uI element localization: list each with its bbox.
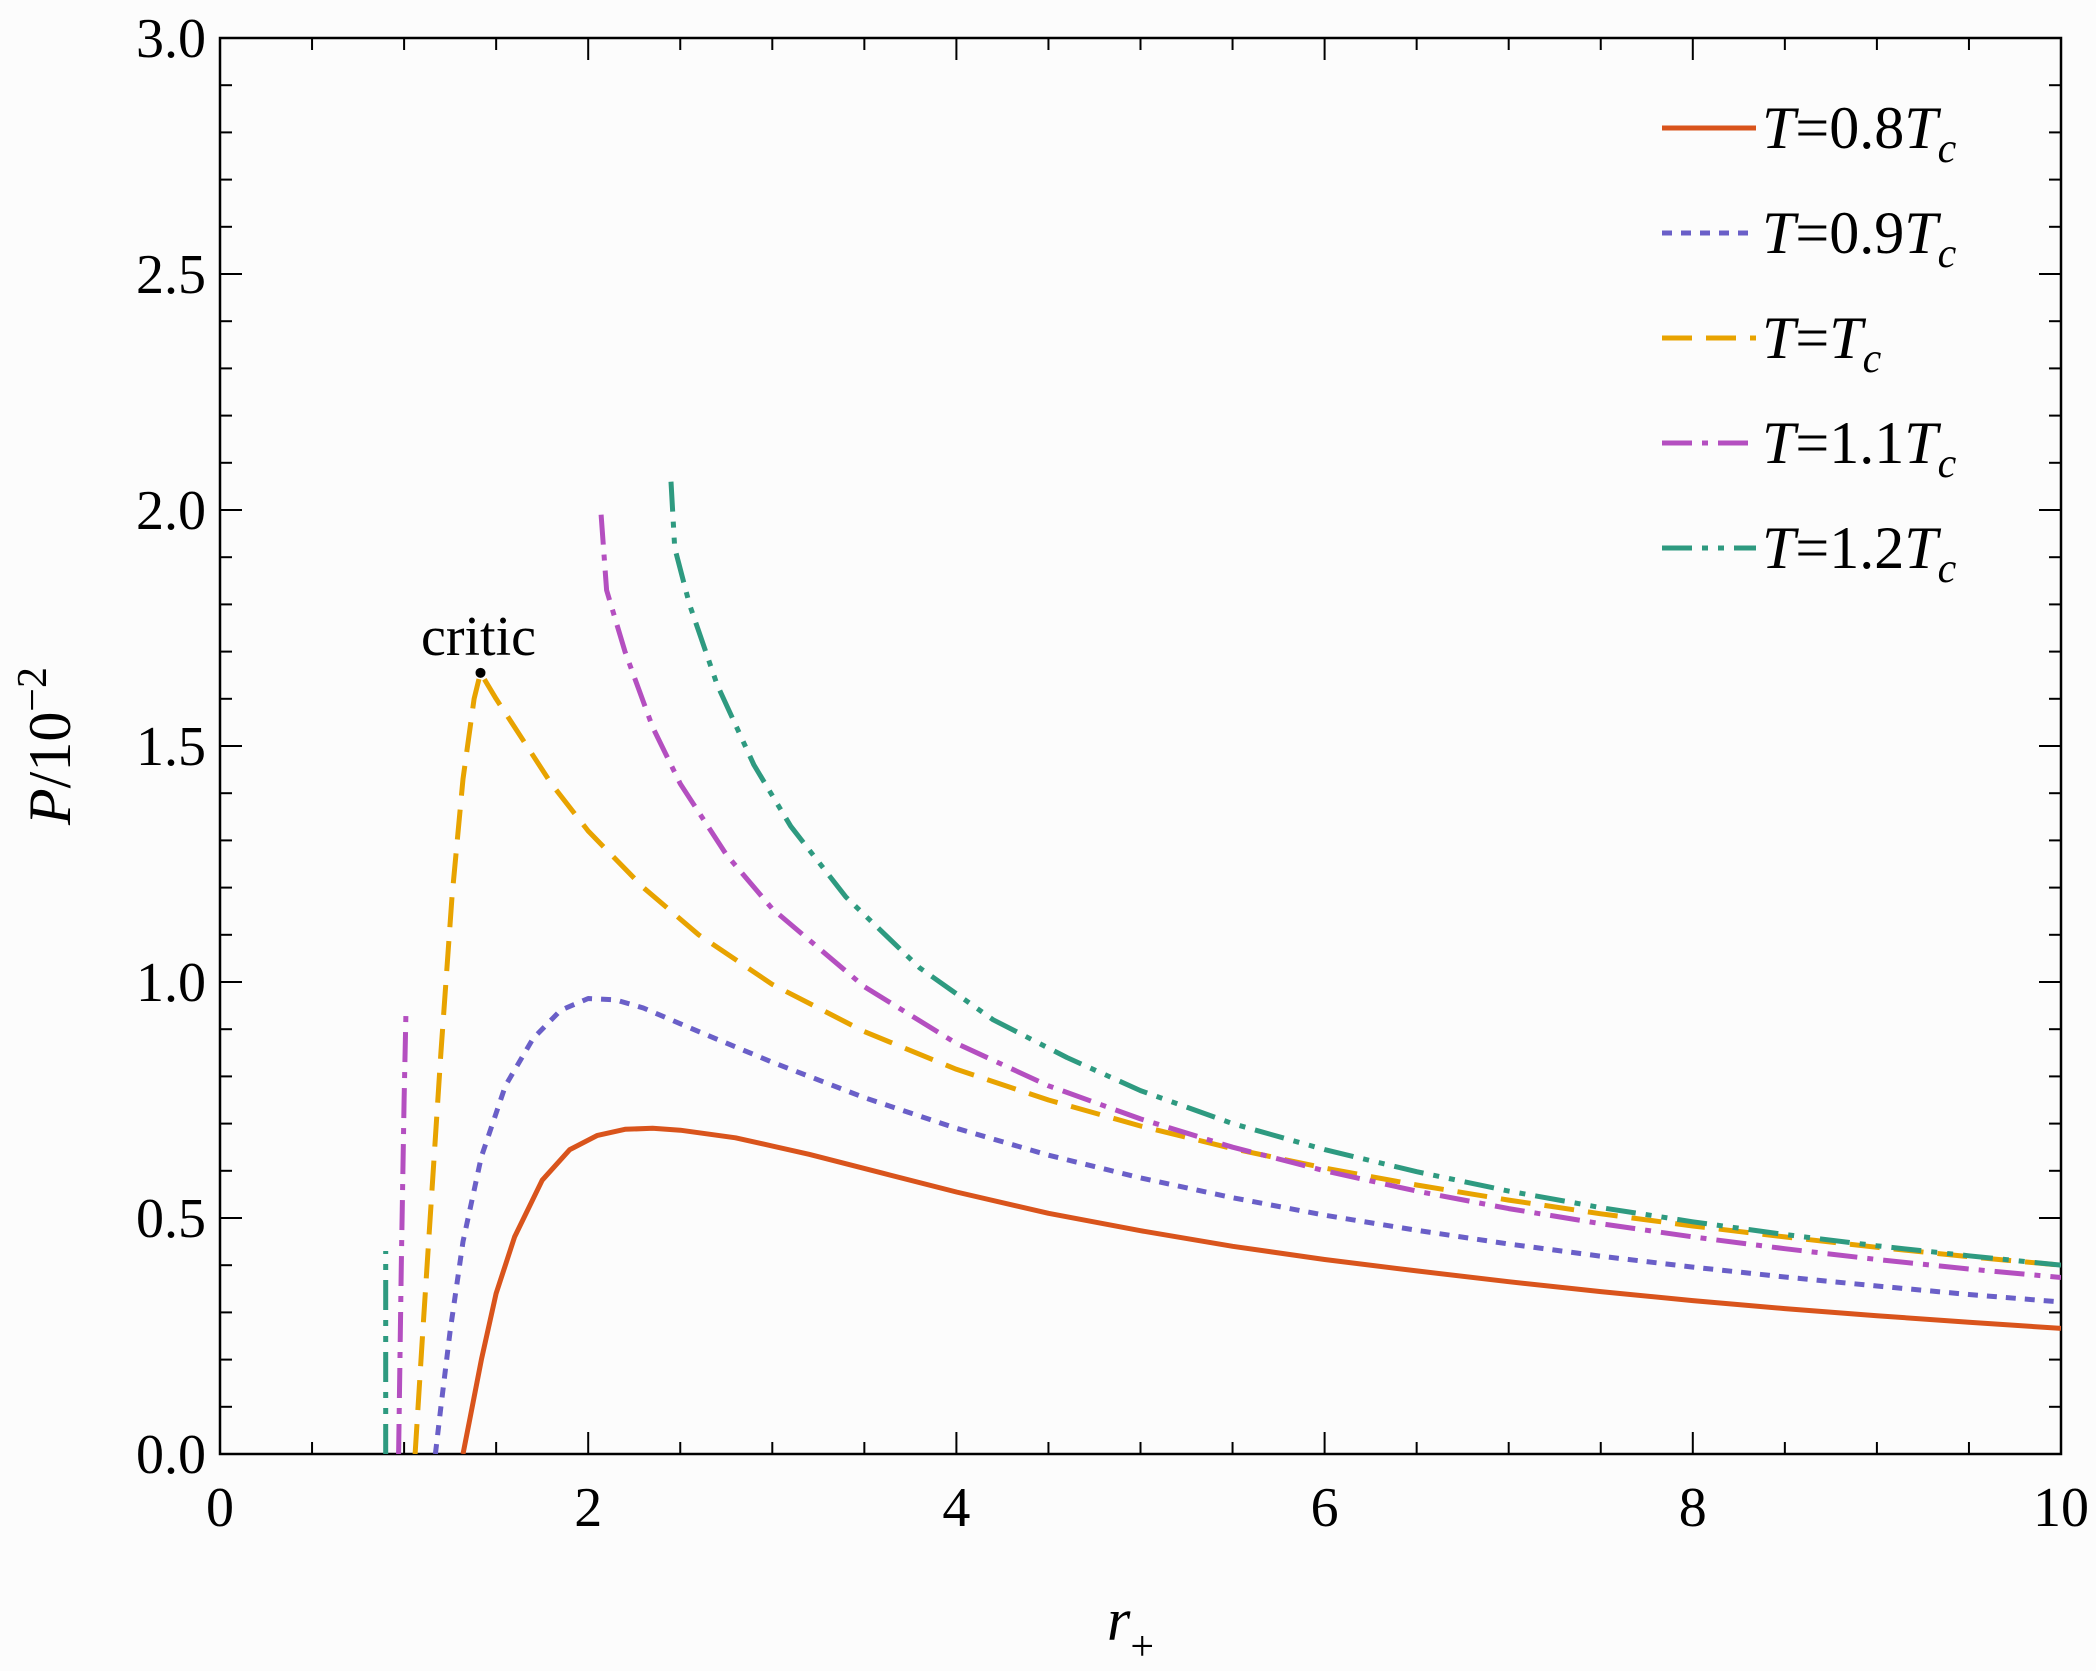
x-axis-title: r+ <box>1107 1587 1154 1670</box>
y-tick-label: 1.0 <box>136 952 206 1014</box>
series-line-2 <box>432 996 2061 1454</box>
legend-label-3: T=Tc <box>1762 305 1882 382</box>
critical-point-label: critic <box>421 606 536 668</box>
y-tick-label: 3.0 <box>136 8 206 70</box>
legend-label-4: T=1.1Tc <box>1762 410 1957 487</box>
y-tick-label: 1.5 <box>136 716 206 778</box>
x-tick-label: 10 <box>2033 1477 2089 1539</box>
x-tick-label: 4 <box>942 1477 970 1539</box>
axis-labels: r+ P/10−2 <box>10 667 1154 1670</box>
y-tick-label: 2.5 <box>136 244 206 306</box>
series-line-4-seg1 <box>396 1014 409 1454</box>
annotations: critic <box>421 606 536 678</box>
x-tick-label: 0 <box>206 1477 234 1539</box>
series-line-3 <box>412 670 2061 1454</box>
x-tick-label: 6 <box>1311 1477 1339 1539</box>
plot-frame <box>218 36 2063 1456</box>
series-line-4-seg2 <box>598 514 2061 1280</box>
legend: T=0.8Tc T=0.9Tc T=Tc T=1.1Tc T=1.2Tc <box>1662 95 1957 592</box>
x-tick-label: 2 <box>574 1477 602 1539</box>
legend-label-2: T=0.9Tc <box>1762 200 1957 277</box>
legend-label-1: T=0.8Tc <box>1762 95 1957 172</box>
legend-label-5: T=1.2Tc <box>1762 515 1957 592</box>
x-tick-label: 8 <box>1679 1477 1707 1539</box>
y-axis-title-group: P/10−2 <box>10 667 83 826</box>
y-tick-label: 2.0 <box>136 480 206 542</box>
critical-point-marker <box>475 667 486 678</box>
y-tick-label: 0.5 <box>136 1188 206 1250</box>
series-line-5-seg2 <box>668 481 2061 1268</box>
series-line-1 <box>460 1125 2061 1454</box>
axis-ticks: 0 2 4 6 8 10 0.0 0.5 1.0 1.5 2.0 2.5 3.0 <box>136 8 2089 1539</box>
y-tick-label: 0.0 <box>136 1424 206 1486</box>
series-lines <box>383 481 2061 1454</box>
y-axis-title: P/10−2 <box>10 667 83 826</box>
